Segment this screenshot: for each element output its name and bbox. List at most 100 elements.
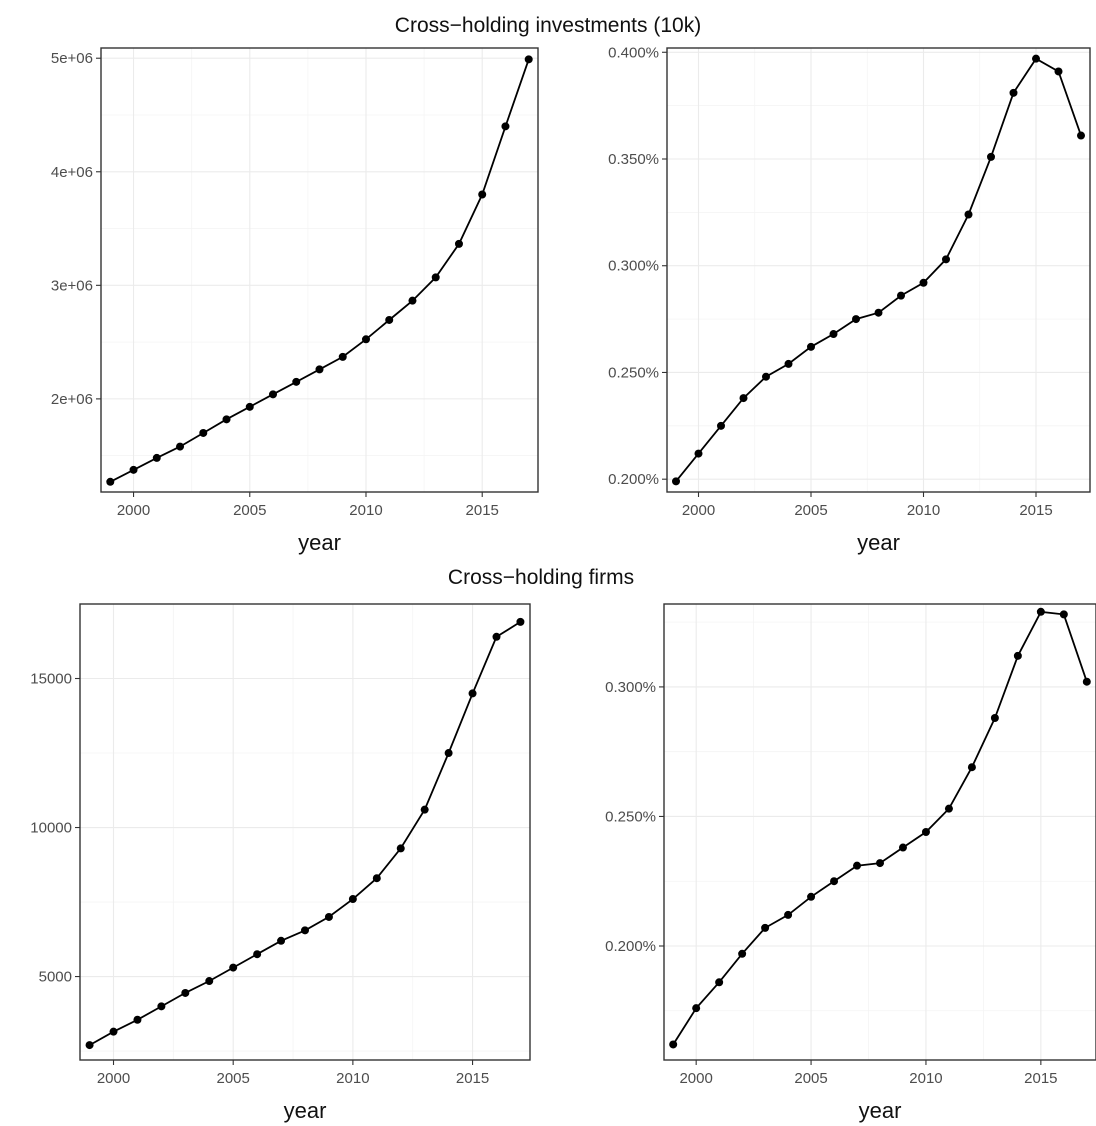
investments-total-panel-border — [100, 47, 539, 493]
firms-share-x-axis-title: year — [859, 1098, 902, 1123]
investments-share-point — [672, 477, 680, 486]
investments-total-point — [245, 402, 254, 411]
investments-total-x-tick-label: 2000 — [117, 502, 150, 519]
firms-share-point — [784, 910, 793, 919]
firms-total-point — [133, 1015, 142, 1024]
firms-share-panel-border — [663, 603, 1096, 1061]
section-title-firms: Cross−holding firms — [448, 566, 634, 589]
firms-total-point — [109, 1027, 118, 1036]
firms-total-y-tick-label: 5000 — [39, 969, 72, 986]
firms-total-point — [396, 844, 405, 853]
firms-total-point — [372, 874, 381, 883]
investments-share-point — [739, 394, 748, 403]
firms-share-point — [738, 949, 747, 958]
firms-share-point — [876, 859, 884, 868]
investments-share-x-tick-label: 2005 — [794, 502, 827, 519]
firms-share-point — [944, 804, 953, 813]
firms-share-point — [692, 1004, 701, 1013]
firms-share-point — [830, 877, 839, 886]
firms-share-x-tick-label: 2000 — [679, 1070, 712, 1087]
investments-share-point — [987, 152, 995, 161]
investments-share-y-tick-label: 0.250% — [608, 364, 659, 381]
investments-total-point — [315, 365, 324, 374]
firms-share-point — [853, 861, 862, 870]
firms-share-point — [1013, 651, 1022, 660]
investments-total-point — [385, 315, 394, 324]
investments-total-point — [176, 442, 185, 451]
investments-share-point — [762, 372, 770, 381]
investments-share-x-tick-label: 2015 — [1019, 502, 1052, 519]
firms-total-point — [157, 1002, 166, 1011]
investments-share-point — [1077, 131, 1085, 140]
firms-total-point — [253, 950, 262, 959]
firms-share-point — [807, 892, 816, 901]
investments-share-point — [964, 210, 973, 219]
investments-share-point — [919, 278, 928, 287]
firms-total-point — [229, 963, 238, 972]
firms-total-panel-border — [79, 603, 531, 1061]
firms-share-point — [898, 843, 907, 852]
investments-total-point — [129, 465, 138, 474]
investments-share-point — [784, 359, 793, 368]
firms-share-point — [1082, 677, 1091, 686]
investments-share-point — [829, 330, 838, 339]
investments-share-point — [874, 308, 883, 317]
firms-share-y-tick-label: 0.300% — [605, 679, 656, 696]
investments-total-x-tick-label: 2005 — [233, 502, 266, 519]
investments-share-y-tick-label: 0.350% — [608, 151, 659, 168]
firms-share-point — [990, 714, 999, 722]
investments-total-x-tick-label: 2010 — [349, 502, 382, 519]
panel-investments-share: 2000 2005 2010 2015 0.200% 0.250% 0.300% 0.350%… — [608, 44, 1091, 555]
firms-share-point — [967, 763, 976, 772]
firms-total-x-tick-label: 2005 — [217, 1070, 250, 1087]
investments-total-point — [478, 190, 487, 199]
investments-share-y-tick-label: 0.400% — [608, 44, 659, 61]
investments-share-point — [717, 421, 725, 430]
investments-total-point — [106, 477, 115, 486]
investments-share-point — [807, 342, 815, 351]
investments-total-point — [292, 377, 301, 386]
investments-total-y-tick-label: 4e+06 — [51, 164, 93, 181]
investments-total-point — [222, 415, 231, 424]
firms-total-x-tick-label: 2010 — [336, 1070, 369, 1087]
investments-total-point — [338, 352, 347, 361]
firms-share-point — [921, 828, 930, 836]
firms-total-point — [348, 895, 357, 904]
investments-total-y-tick-label: 3e+06 — [51, 277, 93, 294]
firms-total-x-tick-label: 2015 — [456, 1070, 489, 1087]
firms-total-point — [277, 936, 286, 945]
firms-share-point — [761, 923, 770, 932]
firms-share-point — [715, 978, 724, 987]
investments-total-point — [269, 390, 278, 399]
investments-total-point — [524, 55, 533, 64]
investments-share-y-tick-label: 0.200% — [608, 471, 659, 488]
investments-share-point — [852, 315, 860, 324]
firms-share-y-tick-label: 0.200% — [605, 938, 656, 955]
firms-total-point — [444, 749, 453, 758]
investments-share-x-tick-label: 2000 — [682, 502, 715, 519]
firms-total-y-tick-label: 15000 — [30, 671, 72, 688]
investments-total-point — [408, 296, 417, 305]
firms-total-x-axis-title: year — [284, 1098, 327, 1123]
investments-share-point — [1032, 54, 1040, 63]
firms-total-point — [85, 1041, 94, 1050]
panel-firms-share: 2000 2005 2010 2015 0.200% 0.250% 0.300% year — [605, 603, 1096, 1123]
investments-share-point — [897, 291, 905, 300]
investments-total-x-axis-title: year — [298, 530, 341, 555]
firms-total-point — [420, 805, 429, 814]
investments-total-point — [454, 239, 463, 248]
firms-total-y-tick-label: 10000 — [30, 820, 72, 837]
firms-share-point — [669, 1040, 678, 1049]
investments-total-point — [152, 453, 161, 462]
investments-total-point — [361, 335, 370, 344]
firms-share-x-tick-label: 2015 — [1024, 1070, 1057, 1087]
investments-share-y-tick-label: 0.300% — [608, 258, 659, 275]
panel-firms-total: 2000 2005 2010 2015 5000 10000 15000 year — [30, 603, 531, 1123]
firms-total-point — [492, 632, 501, 641]
investments-share-x-tick-label: 2010 — [907, 502, 940, 519]
firms-total-point — [181, 988, 190, 997]
investments-share-point — [1054, 67, 1063, 76]
firms-total-point — [468, 689, 477, 698]
investments-total-point — [199, 428, 208, 437]
